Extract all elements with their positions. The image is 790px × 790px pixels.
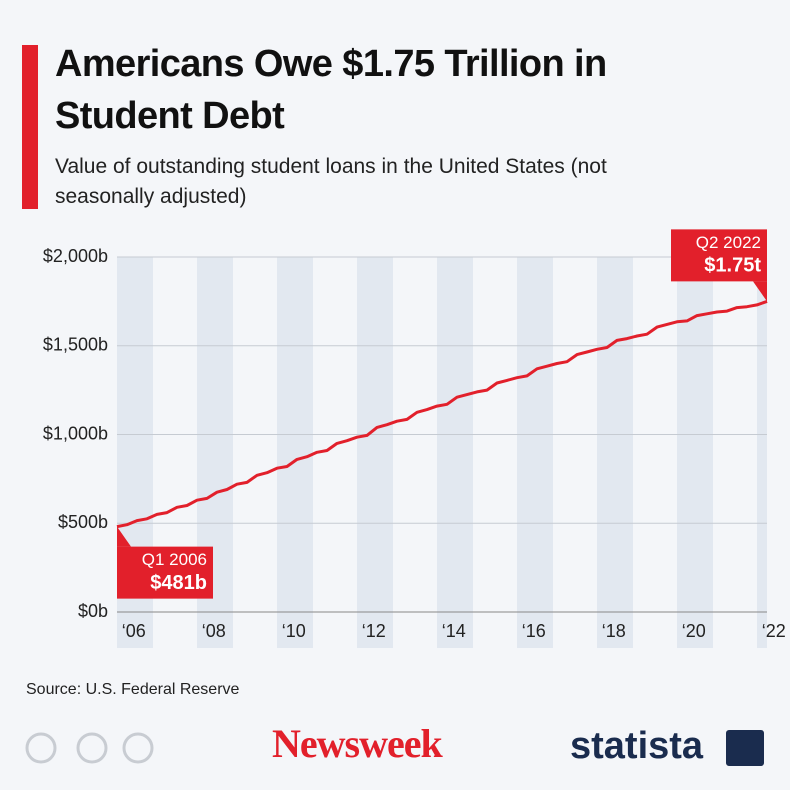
y-tick-label: $2,000b xyxy=(43,246,108,266)
callout-pointer xyxy=(753,281,767,302)
callout-box xyxy=(117,546,213,599)
x-tick-label: ‘18 xyxy=(602,621,626,641)
y-tick-label: $1,000b xyxy=(43,423,108,443)
y-tick-label: $0b xyxy=(78,601,108,621)
callout-box xyxy=(671,229,767,282)
callout-pointer xyxy=(117,526,131,547)
year-band xyxy=(357,257,393,648)
x-tick-label: ‘20 xyxy=(682,621,706,641)
year-band xyxy=(517,257,553,648)
x-tick-label: ‘16 xyxy=(522,621,546,641)
x-tick-label: ‘06 xyxy=(122,621,146,641)
statista-icon xyxy=(726,730,764,766)
year-band xyxy=(757,257,767,648)
x-tick-label: ‘22 xyxy=(762,621,786,641)
data-line xyxy=(116,299,768,529)
callout-period: Q2 2022 xyxy=(696,233,761,252)
x-tick-label: ‘14 xyxy=(442,621,466,641)
callout-period: Q1 2006 xyxy=(142,550,207,569)
year-band xyxy=(597,257,633,648)
x-tick-label: ‘12 xyxy=(362,621,386,641)
y-tick-label: $500b xyxy=(58,512,108,532)
cc-icons xyxy=(25,732,154,764)
newsweek-logo: Newsweek xyxy=(272,721,443,766)
chart-subtitle: Value of outstanding student loans in th… xyxy=(55,155,607,208)
year-band xyxy=(437,257,473,648)
year-band xyxy=(277,257,313,648)
y-tick-label: $1,500b xyxy=(43,335,108,355)
x-tick-label: ‘08 xyxy=(202,621,226,641)
title-accent xyxy=(22,45,38,209)
callout-value: $481b xyxy=(150,572,207,594)
source: Source: U.S. Federal Reserve xyxy=(26,681,240,698)
statista-logo: statista xyxy=(570,725,704,767)
callout-value: $1.75t xyxy=(704,255,761,277)
x-tick-label: ‘10 xyxy=(282,621,306,641)
chart-title: Americans Owe $1.75 Trillion in Student … xyxy=(55,43,607,137)
